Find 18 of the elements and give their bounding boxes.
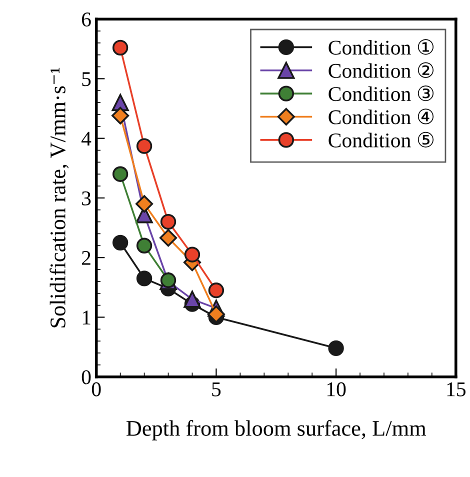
x-tick-label: 10 bbox=[327, 382, 346, 396]
legend-label: Condition ② bbox=[328, 62, 434, 78]
y-tick-label: 5 bbox=[82, 72, 91, 86]
y-tick-label: 6 bbox=[82, 12, 91, 27]
y-tick-label: 4 bbox=[81, 132, 92, 146]
y-tick-label: 1 bbox=[82, 310, 90, 324]
x-tick-label: 5 bbox=[212, 382, 221, 396]
x-tick-label: 15 bbox=[447, 382, 466, 396]
legend-label: Condition ① bbox=[328, 39, 434, 55]
x-axis-title: Depth from bloom surface, L/mm bbox=[126, 420, 426, 440]
y-tick-label: 3 bbox=[82, 191, 91, 206]
y-tick-label: 0 bbox=[82, 370, 91, 384]
legend-label: Condition ⑤ bbox=[328, 132, 434, 148]
x-tick-label: 0 bbox=[92, 382, 101, 396]
legend-label: Condition ④ bbox=[328, 108, 434, 124]
legend-label: Condition ③ bbox=[328, 85, 434, 102]
y-tick-label: 2 bbox=[82, 251, 90, 265]
y-axis-title: Solidification rate, V/mm·s⁻¹ bbox=[50, 68, 69, 328]
